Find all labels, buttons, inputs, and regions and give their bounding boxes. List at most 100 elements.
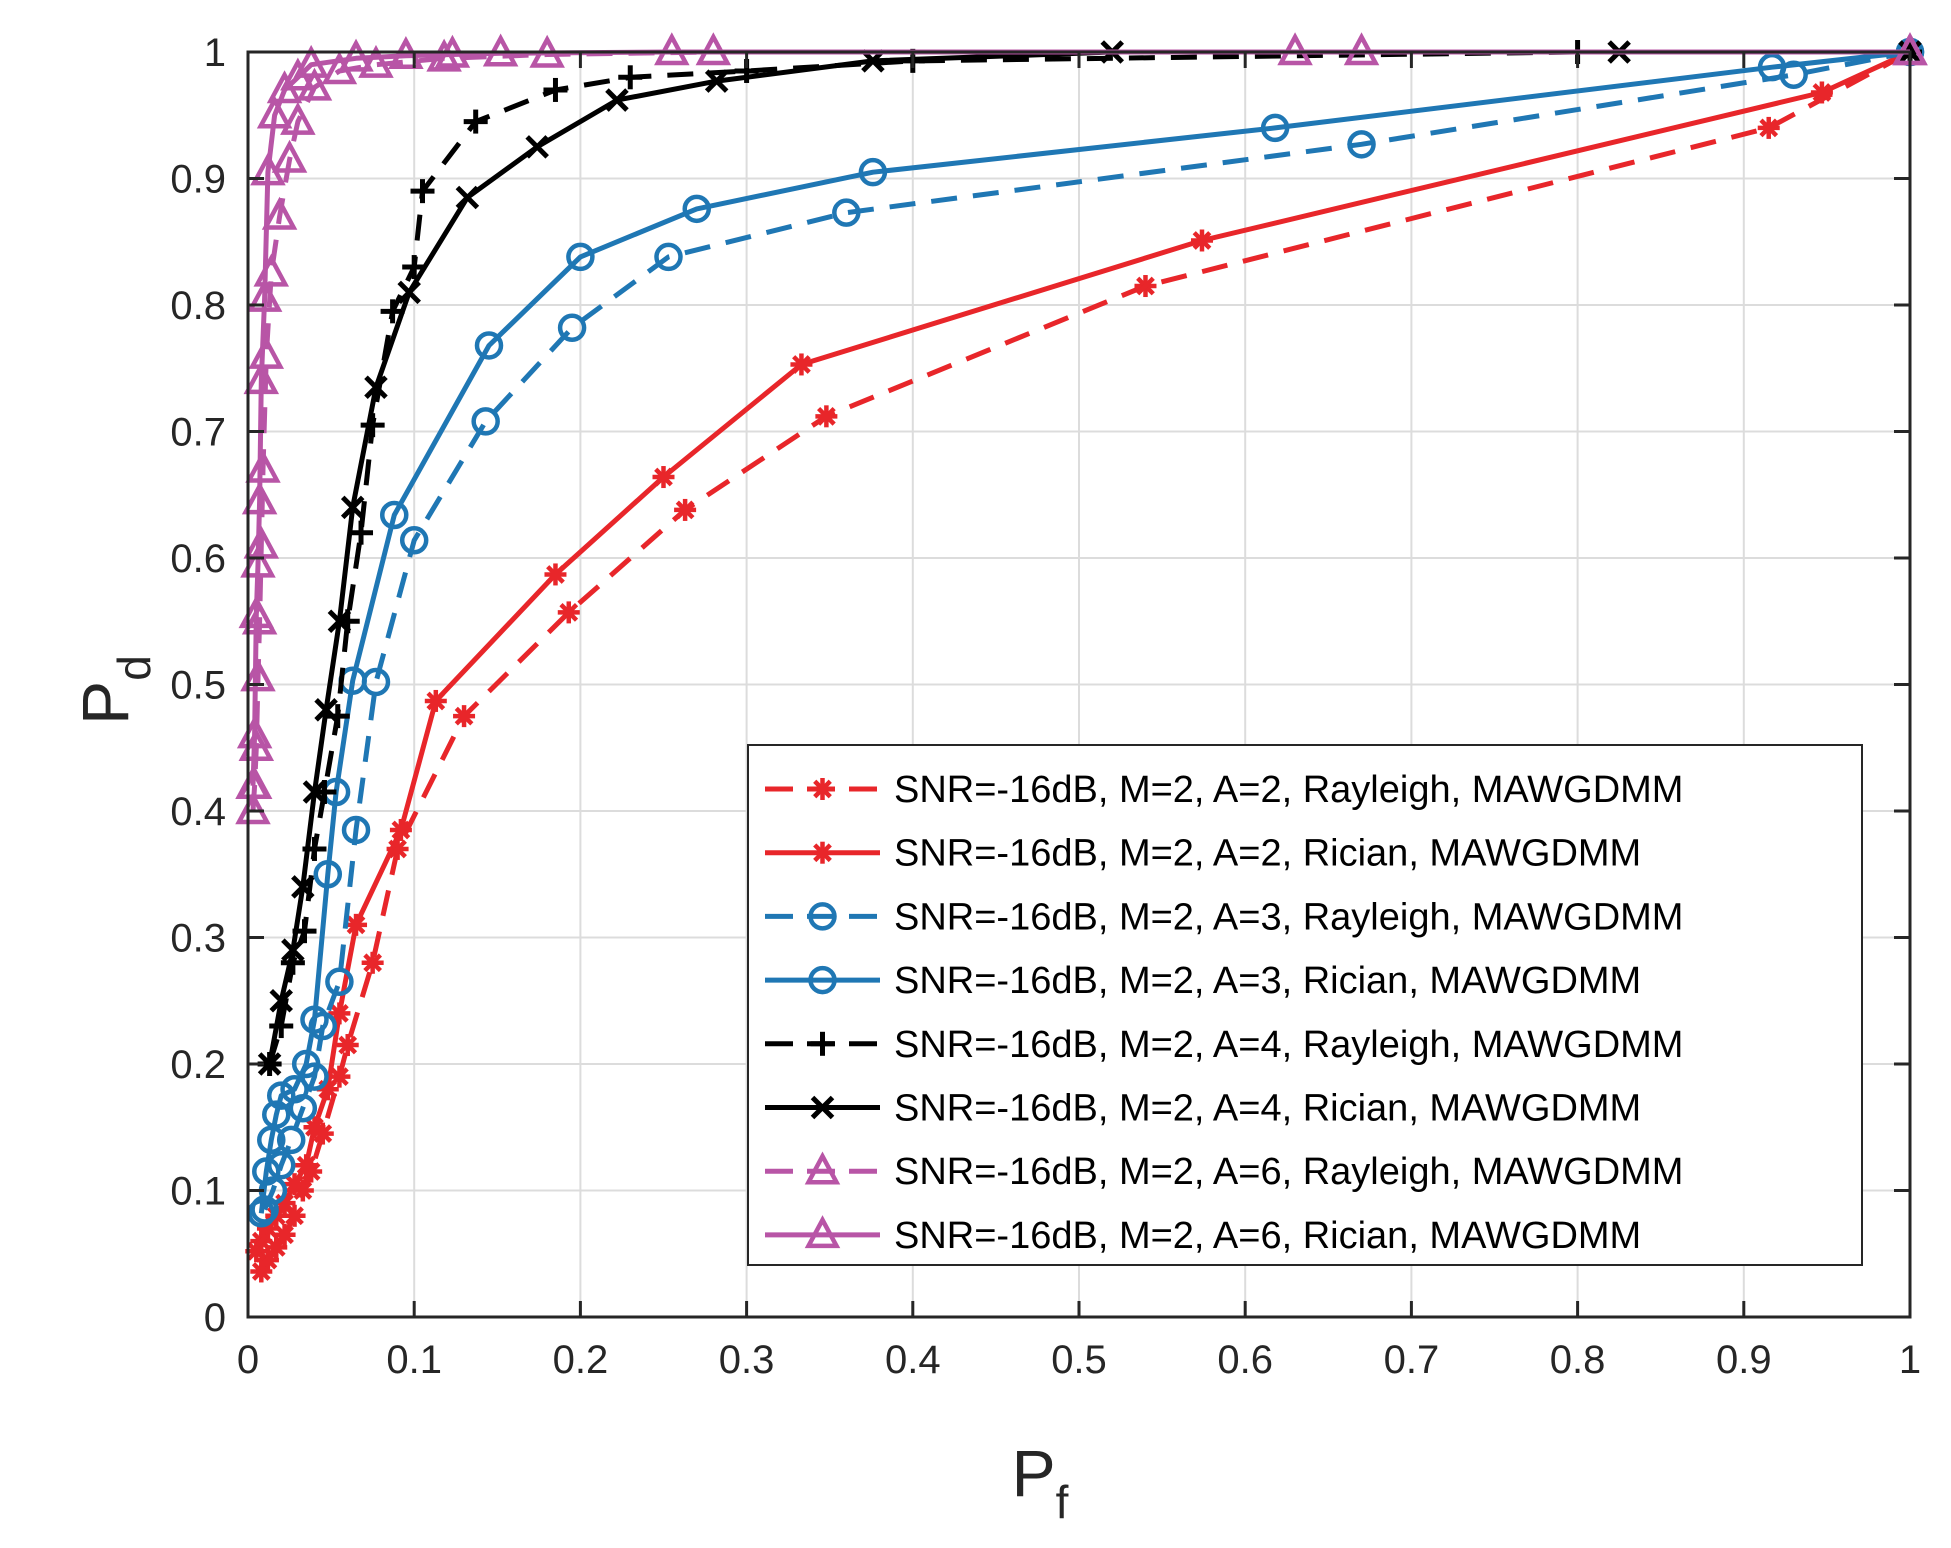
data-point	[246, 278, 283, 312]
legend-label: SNR=-16dB, M=2, A=4, Rayleigh, MAWGDMM	[894, 1024, 1683, 1066]
x-tick-label: 0.4	[885, 1338, 941, 1382]
data-point	[281, 938, 305, 962]
legend-entry: SNR=-16dB, M=2, A=3, Rayleigh, MAWGDMM	[765, 896, 1683, 938]
data-point	[313, 860, 343, 889]
legend-label: SNR=-16dB, M=2, A=2, Rayleigh, MAWGDMM	[894, 769, 1683, 811]
data-point	[682, 194, 711, 224]
data-point	[1277, 32, 1313, 66]
data-point	[252, 1157, 281, 1186]
data-point	[815, 405, 838, 428]
data-point	[1190, 229, 1213, 252]
y-tick-label: 0.1	[170, 1170, 226, 1214]
series-layer	[235, 32, 1928, 1283]
data-point	[544, 563, 567, 586]
data-point	[271, 139, 308, 173]
y-tick-label: 0.8	[170, 284, 226, 328]
data-point	[1134, 275, 1157, 298]
legend-marker	[808, 965, 837, 995]
data-point	[1810, 81, 1833, 104]
legend-marker	[811, 778, 834, 800]
data-point	[471, 407, 500, 436]
x-axis-label-main: P	[1012, 1436, 1056, 1510]
data-point	[566, 242, 595, 272]
y-tick-label: 0.4	[170, 790, 226, 834]
data-point	[618, 65, 643, 90]
data-point	[397, 280, 421, 305]
data-point	[410, 179, 435, 204]
x-tick-label: 0.5	[1051, 1338, 1107, 1382]
y-tick-label: 1	[204, 31, 226, 75]
data-point	[605, 88, 629, 112]
y-tick-label: 0	[204, 1296, 226, 1340]
legend-marker	[810, 1031, 835, 1056]
data-point	[654, 32, 690, 66]
data-point	[300, 1005, 329, 1034]
x-tick-label: 0.9	[1716, 1338, 1772, 1382]
legend-label: SNR=-16dB, M=2, A=6, Rayleigh, MAWGDMM	[894, 1151, 1683, 1193]
data-point	[341, 815, 371, 845]
data-point	[314, 698, 338, 722]
data-point	[453, 705, 476, 728]
legend: SNR=-16dB, M=2, A=2, Rayleigh, MAWGDMM SN…	[747, 744, 1863, 1266]
y-tick-label: 0.9	[170, 158, 226, 202]
legend-entry: SNR=-16dB, M=2, A=6, Rician, MAWGDMM	[765, 1215, 1641, 1257]
x-axis-label-subscript: f	[1056, 1476, 1069, 1528]
data-point	[1260, 113, 1290, 143]
data-point	[336, 1034, 359, 1057]
axis-ticks: 0 0.1 0.2 0.3 0.4 0.5 0.6 0.7 0.8 0.9 1 0 0.1 0.2 0.3 0…	[170, 31, 1921, 1382]
data-point	[361, 951, 384, 974]
data-point	[557, 601, 580, 624]
data-point	[266, 1081, 296, 1110]
data-point	[243, 361, 280, 395]
y-tick-label: 0.3	[170, 917, 226, 961]
data-point	[832, 198, 861, 227]
data-point	[235, 765, 271, 799]
data-point	[240, 544, 276, 578]
data-point	[325, 967, 354, 997]
data-point	[283, 1173, 306, 1196]
data-point	[257, 1052, 282, 1076]
data-point	[293, 44, 329, 78]
y-tick-label: 0.2	[170, 1043, 226, 1087]
data-point	[261, 196, 298, 230]
data-point	[269, 1014, 294, 1039]
legend-label: SNR=-16dB, M=2, A=4, Rician, MAWGDMM	[894, 1088, 1641, 1130]
y-axis-label-group: Pd	[68, 655, 160, 725]
data-point	[273, 1223, 296, 1246]
series-1	[250, 41, 1921, 1283]
data-point	[280, 101, 316, 135]
y-tick-label: 0.6	[170, 537, 226, 581]
legend-label: SNR=-16dB, M=2, A=6, Rician, MAWGDMM	[894, 1215, 1641, 1257]
data-point	[327, 609, 352, 634]
data-point	[1757, 116, 1780, 139]
data-point	[455, 185, 480, 210]
data-point	[295, 1154, 318, 1177]
data-point	[364, 375, 388, 399]
data-point	[240, 658, 276, 692]
data-point	[291, 875, 315, 899]
x-tick-label: 0	[237, 1338, 259, 1382]
data-point	[345, 913, 368, 936]
x-tick-label: 0.2	[553, 1338, 609, 1382]
y-axis-label-subscript: d	[108, 655, 160, 681]
data-point	[1347, 130, 1376, 159]
data-point	[389, 818, 412, 841]
data-point	[674, 498, 697, 521]
data-point	[338, 38, 374, 72]
x-tick-label: 1	[1899, 1338, 1921, 1382]
data-point	[248, 335, 285, 369]
data-point	[557, 313, 587, 343]
data-point	[291, 1049, 321, 1079]
data-point	[303, 1116, 326, 1139]
legend-label: SNR=-16dB, M=2, A=3, Rician, MAWGDMM	[894, 960, 1641, 1002]
legend-marker	[808, 902, 837, 931]
legend-entry: SNR=-16dB, M=2, A=2, Rayleigh, MAWGDMM	[765, 769, 1683, 811]
data-point	[543, 77, 568, 102]
data-point	[525, 135, 549, 159]
data-point	[302, 780, 327, 804]
legend-marker	[804, 1151, 841, 1185]
x-axis-label: Pf	[1012, 1436, 1069, 1528]
legend-entry: SNR=-16dB, M=2, A=4, Rician, MAWGDMM	[765, 1088, 1641, 1130]
legend-entry: SNR=-16dB, M=2, A=6, Rayleigh, MAWGDMM	[765, 1151, 1683, 1193]
